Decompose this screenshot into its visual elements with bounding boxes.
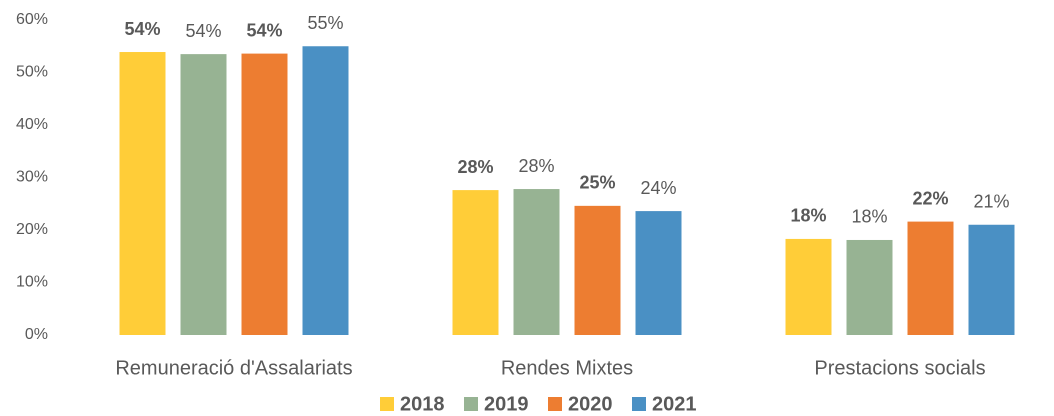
data-label: 55% bbox=[307, 13, 343, 33]
y-tick-label: 50% bbox=[16, 64, 48, 81]
y-tick-label: 10% bbox=[16, 274, 48, 291]
bar bbox=[785, 238, 832, 335]
bar bbox=[635, 211, 682, 335]
legend-swatch bbox=[632, 397, 646, 411]
bar bbox=[180, 54, 227, 335]
y-tick-label: 30% bbox=[16, 169, 48, 186]
bar bbox=[846, 239, 893, 335]
bar bbox=[452, 190, 499, 335]
data-label: 18% bbox=[790, 206, 826, 226]
legend-label: 2020 bbox=[568, 393, 613, 415]
data-label: 21% bbox=[973, 192, 1009, 212]
bar bbox=[574, 205, 621, 335]
data-label: 54% bbox=[246, 20, 282, 40]
legend-swatch bbox=[464, 397, 478, 411]
data-label: 25% bbox=[579, 173, 615, 193]
data-label: 24% bbox=[640, 178, 676, 198]
legend-label: 2019 bbox=[484, 393, 529, 415]
y-tick-label: 20% bbox=[16, 221, 48, 238]
data-label: 54% bbox=[124, 19, 160, 39]
bar bbox=[907, 221, 954, 335]
x-tick-label: Prestacions socials bbox=[814, 357, 985, 379]
legend-swatch bbox=[380, 397, 394, 411]
bar bbox=[241, 53, 288, 335]
legend-label: 2018 bbox=[400, 393, 445, 415]
y-tick-label: 0% bbox=[25, 326, 48, 343]
x-tick-label: Rendes Mixtes bbox=[501, 357, 633, 379]
legend-label: 2021 bbox=[652, 393, 697, 415]
y-tick-label: 40% bbox=[16, 116, 48, 133]
bar bbox=[119, 52, 166, 336]
data-label: 28% bbox=[518, 156, 554, 176]
data-label: 28% bbox=[457, 157, 493, 177]
y-tick-label: 60% bbox=[16, 11, 48, 28]
data-label: 18% bbox=[851, 207, 887, 227]
data-label: 22% bbox=[912, 188, 948, 208]
x-tick-label: Remuneració d'Assalariats bbox=[115, 357, 352, 379]
bar bbox=[513, 189, 560, 335]
bar bbox=[968, 224, 1015, 335]
data-label: 54% bbox=[185, 21, 221, 41]
legend-swatch bbox=[548, 397, 562, 411]
bar bbox=[302, 46, 349, 335]
